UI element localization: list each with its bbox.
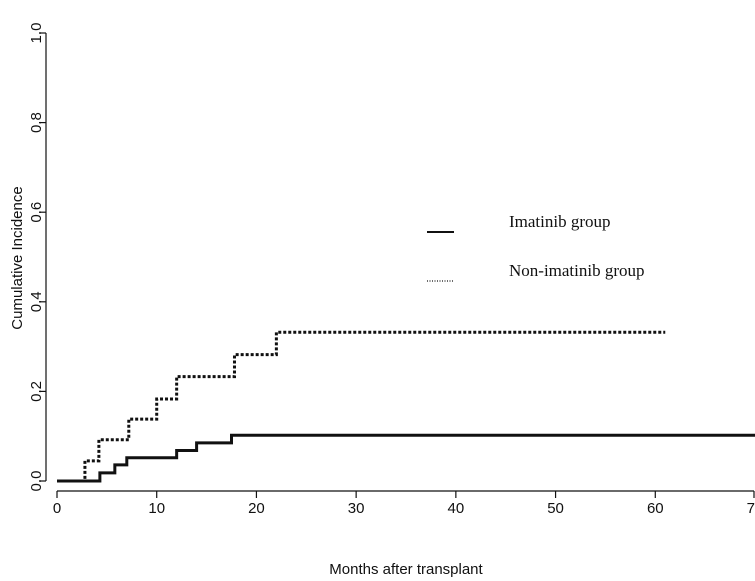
y-tick-label: 0.8 [28,112,45,133]
y-axis-title: Cumulative Incidence [9,186,26,329]
legend-label-imatinib: Imatinib group [509,212,611,231]
x-axis-title: Months after transplant [329,561,483,578]
x-tick-label: 20 [248,500,265,517]
x-tick-label: 50 [547,500,564,517]
x-tick-label: 60 [647,500,664,517]
x-tick-label: 30 [348,500,365,517]
x-tick-label: 10 [148,500,165,517]
y-tick-label: 0.2 [28,381,45,402]
plot-layer: 0 10 20 30 40 50 60 70 0.0 0.2 0.4 0.6 0.8 1.0 Imatini… [28,23,755,517]
x-tick-label: 40 [448,500,465,517]
series-line-imatinib [57,433,755,483]
series-line-non-imatinib [57,330,666,483]
x-tick-label: 0 [53,500,61,517]
x-tick-label: 70 [747,500,755,517]
y-tick-label: 0.4 [28,291,45,312]
y-tick-label: 0.0 [28,471,45,492]
y-tick-label: 1.0 [28,23,45,44]
y-tick-label: 0.6 [28,202,45,223]
legend-label-non-imatinib: Non-imatinib group [509,261,645,280]
